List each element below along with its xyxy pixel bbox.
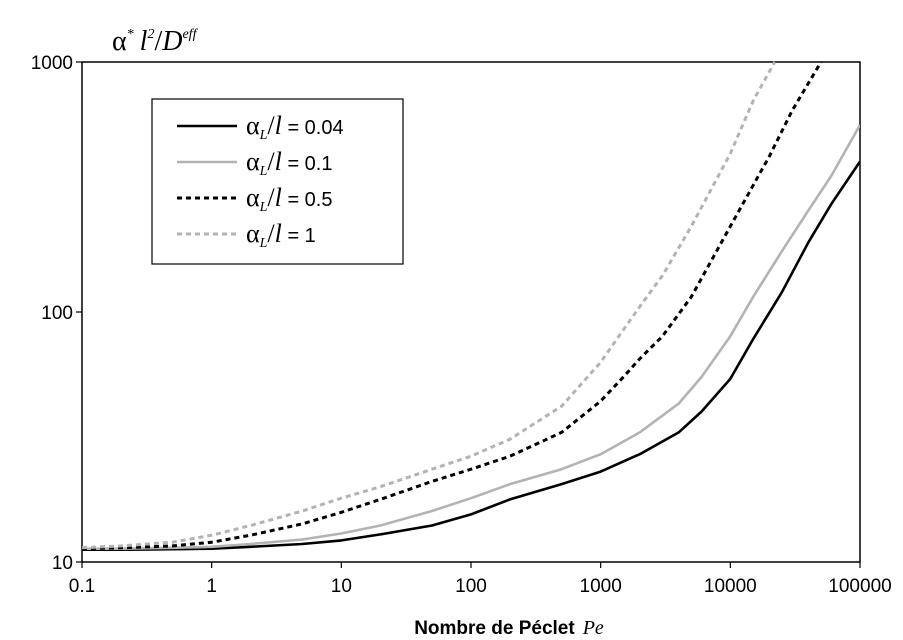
ylabel-D: D <box>161 26 182 57</box>
x-tick-label-0: 0.1 <box>69 576 95 597</box>
y-axis-label: α* l2/Deff <box>112 26 199 57</box>
legend-label-3: αL/l = 1 <box>246 219 316 251</box>
legend-label-0: αL/l = 0.04 <box>246 111 344 143</box>
axes: 0.1 1 10 100 1000 10000 100000 10 100 1000 <box>31 53 892 597</box>
legend-label-2: αL/l = 0.5 <box>246 183 333 215</box>
legend-l-3: l <box>275 219 282 248</box>
legend-l-1: l <box>275 147 282 176</box>
x-tick-label-4: 1000 <box>580 576 622 597</box>
y-tick-label-0: 10 <box>52 553 73 574</box>
series-line-3 <box>82 61 777 550</box>
legend-slash-1: / <box>267 147 275 176</box>
legend-sub-1: L <box>259 164 268 179</box>
xlabel-bold: Nombre de Péclet <box>414 618 575 639</box>
legend-entry-0: αL/l = 0.04 <box>177 111 344 143</box>
x-tick-label-3: 100 <box>455 576 487 597</box>
ylabel-alpha: α <box>112 26 127 57</box>
y-tick-label-1: 100 <box>41 303 73 324</box>
legend-alpha-2: α <box>246 183 260 212</box>
ylabel-star: * <box>127 27 134 42</box>
svg-text:α*l2/Deff: α* l2/Deff <box>112 26 199 57</box>
legend-value-2: = 0.5 <box>282 189 333 211</box>
xlabel-italic: Pe <box>582 617 604 639</box>
x-tick-label-2: 10 <box>331 576 352 597</box>
ylabel-two: 2 <box>147 27 154 42</box>
x-axis-label: Nombre de Péclet Pe <box>414 617 604 639</box>
legend-l-0: l <box>275 111 282 140</box>
legend-sub-2: L <box>259 200 268 215</box>
x-tick-label-5: 10000 <box>704 576 757 597</box>
y-tick-label-2: 1000 <box>31 53 73 74</box>
series-layer <box>82 61 860 552</box>
legend-sub-0: L <box>259 128 268 143</box>
legend-l-2: l <box>275 183 282 212</box>
series-line-0 <box>82 160 860 552</box>
series-line-2 <box>82 61 823 551</box>
legend-slash-0: / <box>267 111 275 140</box>
legend-label-1: αL/l = 0.1 <box>246 147 333 179</box>
ylabel-eff: eff <box>182 27 198 42</box>
legend-alpha-0: α <box>246 111 260 140</box>
x-tick-label-1: 1 <box>206 576 217 597</box>
legend-slash-2: / <box>267 183 275 212</box>
legend-value-0: = 0.04 <box>282 117 344 139</box>
legend-alpha-3: α <box>246 219 260 248</box>
ylabel-slash: / <box>154 26 162 57</box>
legend-slash-3: / <box>267 219 275 248</box>
x-tick-label-6: 100000 <box>828 576 891 597</box>
legend-entry-1: αL/l = 0.1 <box>177 147 333 179</box>
series-line-1 <box>82 124 860 551</box>
legend-entry-2: αL/l = 0.5 <box>177 183 333 215</box>
legend-value-3: = 1 <box>282 225 316 247</box>
ylabel-l: l <box>140 26 148 57</box>
legend-entry-3: αL/l = 1 <box>177 219 316 251</box>
legend-value-1: = 0.1 <box>282 153 333 175</box>
legend-sub-3: L <box>259 236 268 251</box>
legend-alpha-1: α <box>246 147 260 176</box>
